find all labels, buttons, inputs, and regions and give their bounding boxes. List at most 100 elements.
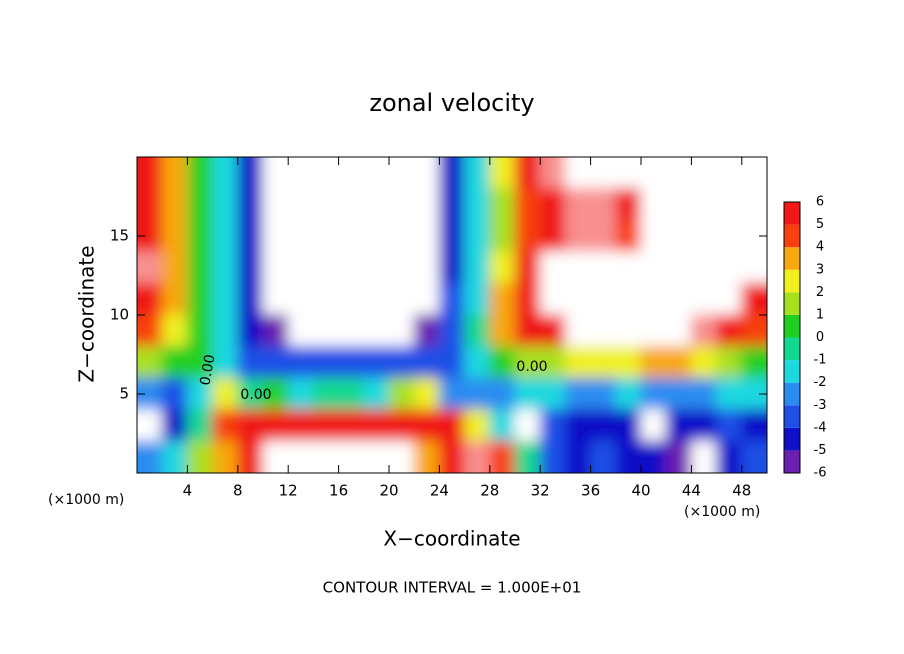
field-cell — [388, 377, 415, 411]
field-cell — [186, 314, 214, 348]
field-cell — [338, 219, 365, 253]
colorbar-segment — [784, 427, 800, 451]
field-cell — [388, 440, 415, 473]
field-cell — [665, 314, 692, 348]
field-cell — [186, 377, 214, 411]
field-cell — [489, 157, 516, 190]
contour-label: 0.00 — [516, 359, 547, 375]
field-cell — [615, 188, 642, 221]
field-cell — [438, 314, 466, 348]
field-cell — [212, 346, 239, 379]
field-cell — [287, 440, 314, 473]
field-cell — [464, 409, 491, 442]
x-tick-label: 40 — [631, 482, 650, 500]
chart-title: zonal velocity — [369, 89, 534, 117]
field-cell — [489, 282, 516, 316]
field-cell — [212, 219, 239, 253]
x-tick-label: 28 — [480, 482, 499, 500]
field-cell — [186, 409, 214, 442]
field-cell — [388, 188, 415, 221]
colorbar-label: -2 — [814, 375, 827, 390]
field-cell — [312, 314, 340, 348]
field-cell — [716, 251, 743, 284]
field-cell — [539, 377, 566, 411]
field-cell — [388, 251, 415, 284]
field-cell — [312, 188, 340, 221]
field-cell — [237, 251, 264, 284]
field-cell — [186, 282, 214, 316]
field-cell — [741, 282, 767, 316]
field-cell — [640, 377, 667, 411]
field-cell — [741, 251, 767, 284]
field-cell — [514, 409, 541, 442]
field-cell — [312, 346, 340, 379]
field-cell — [489, 251, 516, 284]
field-cell — [716, 409, 743, 442]
field-cell — [590, 377, 617, 411]
colorbar-segment — [784, 202, 800, 225]
field-cell — [413, 440, 440, 473]
field-cell — [363, 188, 390, 221]
field-cell — [363, 409, 390, 442]
field-cell — [287, 346, 314, 379]
field-cell — [716, 440, 743, 473]
field-cell — [338, 440, 365, 473]
field-cell — [388, 157, 415, 190]
field-cell — [464, 440, 491, 473]
field-cell — [539, 409, 566, 442]
field-cell — [564, 377, 592, 411]
field-cell — [539, 188, 566, 221]
field-cell — [590, 409, 617, 442]
field-cell — [640, 346, 667, 379]
colorbar-frame — [783, 201, 801, 474]
field-cell — [161, 377, 188, 411]
field-cell — [615, 377, 642, 411]
field-cell — [514, 440, 541, 473]
field-cell — [161, 346, 188, 379]
field-cell — [489, 219, 516, 253]
field-cell — [237, 440, 264, 473]
field-cell — [161, 409, 188, 442]
field-cell — [237, 157, 264, 190]
field-cell — [161, 314, 188, 348]
field-cell — [665, 188, 692, 221]
field-cell — [741, 314, 767, 348]
field-cell — [489, 377, 516, 411]
field-cell — [539, 314, 566, 348]
field-cell — [186, 346, 214, 379]
field-cell — [262, 282, 289, 316]
field-cell — [464, 188, 491, 221]
x-tick-label: 8 — [233, 482, 243, 500]
colorbar-label: -4 — [814, 420, 827, 435]
field-cell — [464, 219, 491, 253]
field-cell — [212, 440, 239, 473]
field-cell — [413, 157, 440, 190]
field-cell — [262, 251, 289, 284]
x-tick-label: 24 — [430, 482, 449, 500]
field-cell — [186, 188, 214, 221]
field-cell — [363, 440, 390, 473]
field-cell — [161, 251, 188, 284]
field-cell — [186, 157, 214, 190]
field-cell — [137, 377, 163, 411]
field-cell — [489, 314, 516, 348]
field-cell — [564, 251, 592, 284]
y-unit-label: (×1000 m) — [48, 492, 124, 508]
field-cell — [287, 157, 314, 190]
field-cell — [312, 440, 340, 473]
field-cell — [464, 346, 491, 379]
field-cell — [388, 219, 415, 253]
field-cell — [186, 219, 214, 253]
colorbar-label: 4 — [816, 240, 824, 255]
colorbar-label: 0 — [816, 330, 824, 345]
x-tick-label: 20 — [379, 482, 398, 500]
contour-label: 0.00 — [240, 387, 271, 403]
field-cell — [539, 346, 566, 379]
field-cell — [137, 440, 163, 473]
field-cell — [287, 314, 314, 348]
field-cell — [741, 157, 767, 190]
field-cell — [716, 377, 743, 411]
field-cell — [564, 188, 592, 221]
field-cell — [212, 282, 239, 316]
y-axis-label: Z−coordinate — [75, 245, 99, 382]
